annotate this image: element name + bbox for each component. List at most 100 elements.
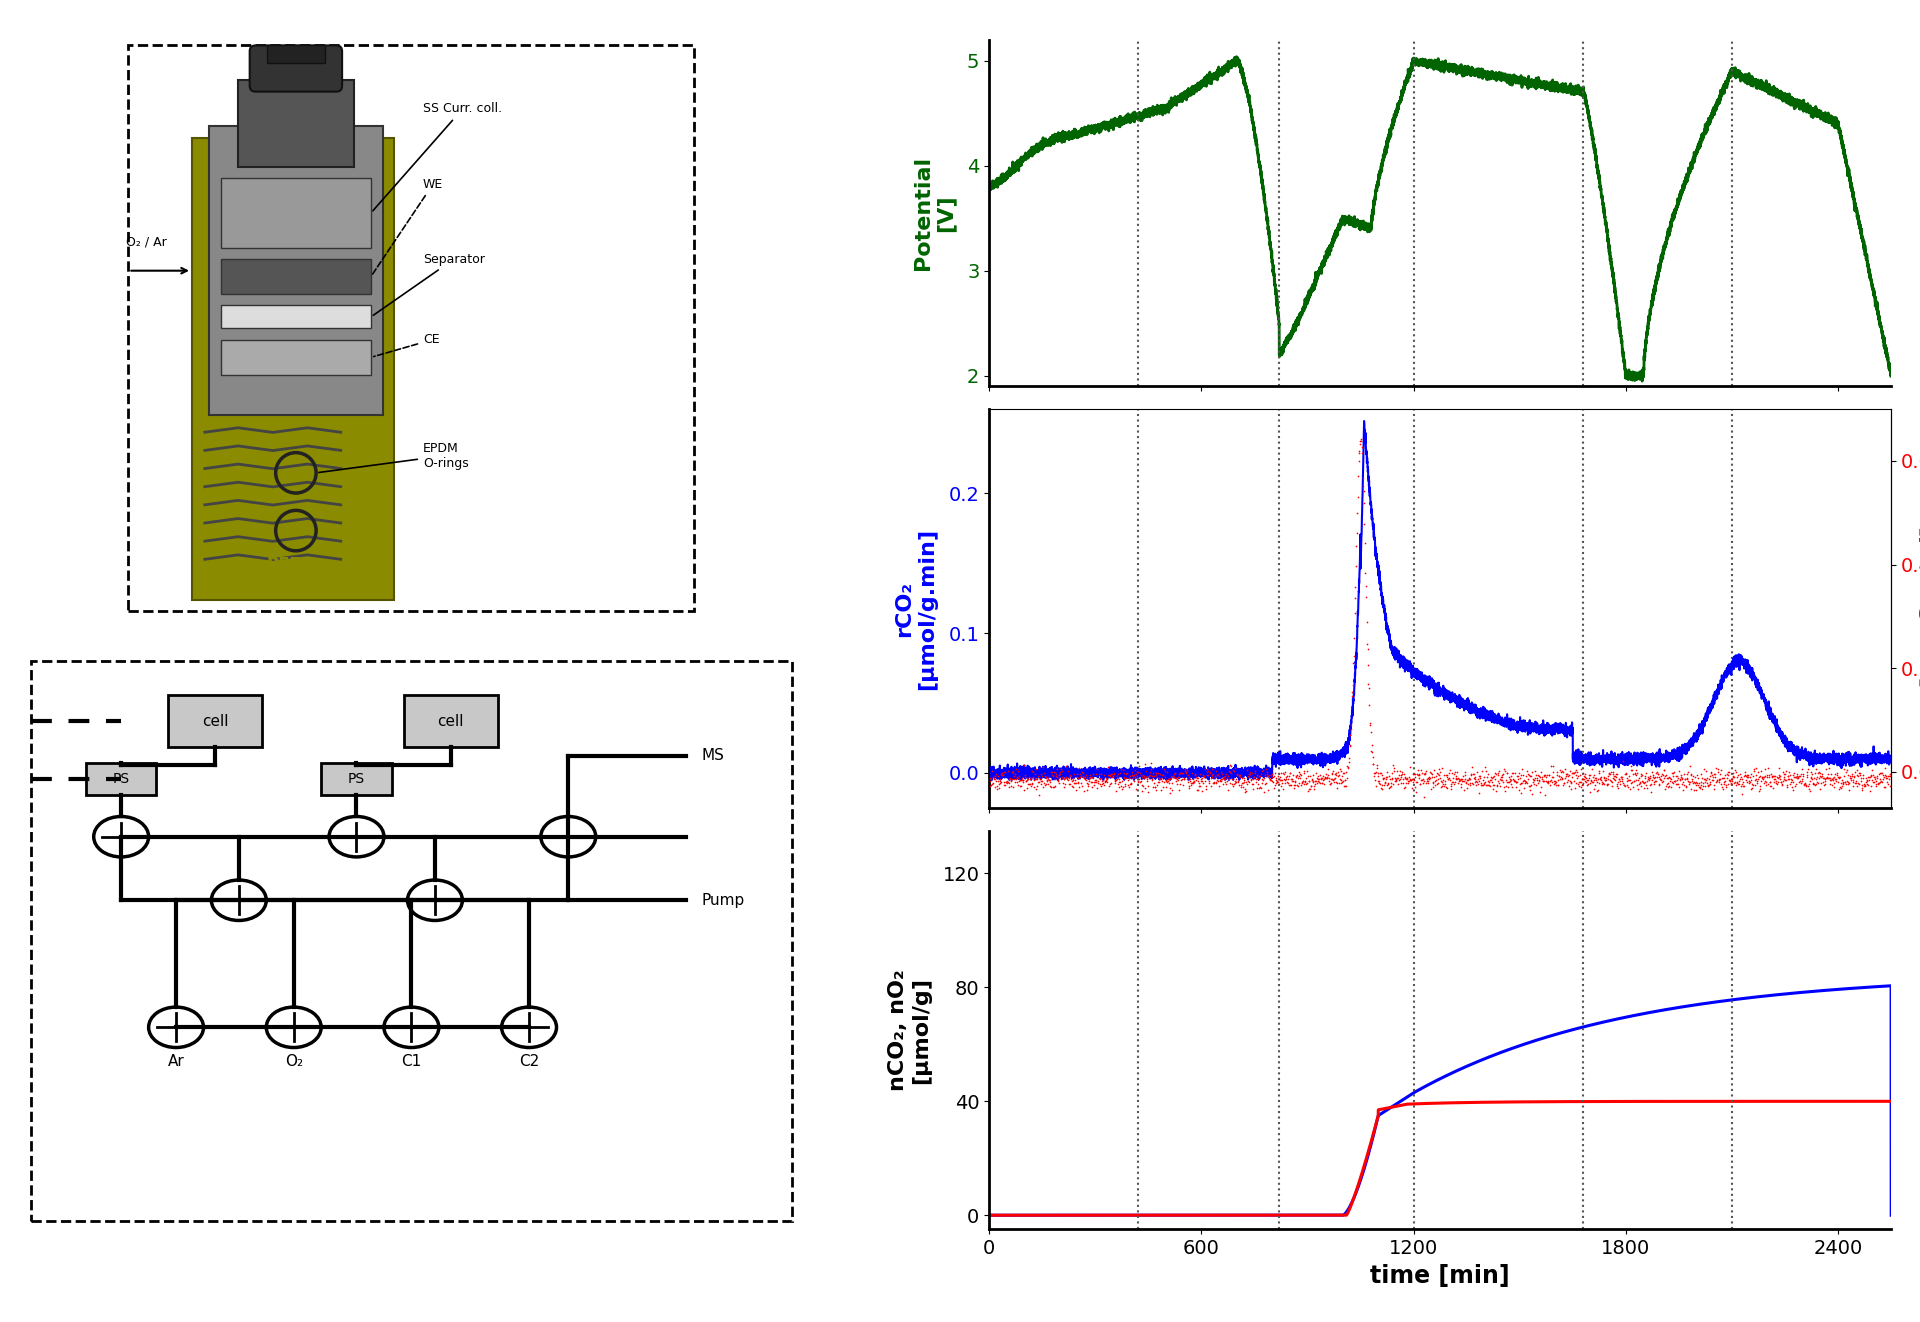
Point xyxy=(1553,769,1584,791)
Point xyxy=(1684,777,1715,798)
Point xyxy=(1503,780,1534,801)
Point xyxy=(1442,761,1473,783)
Point xyxy=(1394,768,1425,789)
Point xyxy=(1212,771,1242,792)
Point xyxy=(1246,760,1277,781)
Point xyxy=(1814,768,1845,789)
Point xyxy=(1377,773,1407,795)
Point xyxy=(1112,761,1142,783)
Point xyxy=(1572,773,1603,795)
Point xyxy=(1789,775,1820,796)
Point xyxy=(1853,775,1884,796)
nCO₂ xyxy=(1023,1207,1046,1223)
nO₂ xyxy=(1511,1093,1534,1109)
Point xyxy=(1261,773,1292,795)
Point xyxy=(1622,763,1653,784)
Point xyxy=(1734,772,1764,793)
Point xyxy=(1183,779,1213,800)
Point xyxy=(1695,763,1726,784)
Circle shape xyxy=(328,817,384,857)
Point xyxy=(1198,763,1229,784)
Point xyxy=(1175,775,1206,796)
Point xyxy=(1071,767,1102,788)
Point xyxy=(1041,765,1071,787)
Point xyxy=(1148,772,1179,793)
Point xyxy=(1023,765,1054,787)
Point xyxy=(1131,765,1162,787)
Point xyxy=(1634,768,1665,789)
Point xyxy=(1536,756,1567,777)
Point xyxy=(1043,769,1073,791)
Point xyxy=(1236,773,1267,795)
Point xyxy=(1862,772,1893,793)
Point xyxy=(1636,767,1667,788)
Point xyxy=(995,776,1025,797)
Point xyxy=(1693,765,1724,787)
Point xyxy=(985,768,1016,789)
Point xyxy=(1091,771,1121,792)
Point xyxy=(1657,761,1688,783)
Point xyxy=(1265,769,1296,791)
Point xyxy=(1824,779,1855,800)
Point xyxy=(1655,769,1686,791)
Point xyxy=(1476,772,1507,793)
Point xyxy=(1596,761,1626,783)
Point xyxy=(1563,761,1594,783)
Point xyxy=(975,771,1006,792)
Point xyxy=(1127,780,1158,801)
Point xyxy=(1058,772,1089,793)
Point xyxy=(1415,761,1446,783)
Point xyxy=(1812,768,1843,789)
Point xyxy=(1599,765,1630,787)
Point xyxy=(1050,773,1081,795)
Point xyxy=(1336,681,1367,702)
Point xyxy=(1611,763,1642,784)
Point xyxy=(1467,775,1498,796)
Point xyxy=(1258,767,1288,788)
Point xyxy=(1008,779,1039,800)
Point xyxy=(1778,765,1809,787)
Point xyxy=(1315,773,1346,795)
Point xyxy=(1377,767,1407,788)
Point xyxy=(1768,764,1799,785)
Point xyxy=(1089,775,1119,796)
Point xyxy=(1288,771,1319,792)
Point xyxy=(1615,779,1645,800)
Point xyxy=(1179,763,1210,784)
Point xyxy=(1217,768,1248,789)
Point xyxy=(1605,767,1636,788)
Point xyxy=(1390,767,1421,788)
Point xyxy=(1069,767,1100,788)
Point xyxy=(1164,767,1194,788)
Point xyxy=(1872,772,1903,793)
Point xyxy=(1190,775,1221,796)
Point xyxy=(1089,769,1119,791)
Point xyxy=(1864,764,1895,785)
Point xyxy=(1052,760,1083,781)
Point xyxy=(1644,773,1674,795)
Point xyxy=(1778,779,1809,800)
Point xyxy=(1127,773,1158,795)
Point xyxy=(1736,777,1766,798)
FancyBboxPatch shape xyxy=(192,137,394,600)
Point xyxy=(1659,765,1690,787)
Text: C2: C2 xyxy=(518,1055,540,1069)
Point xyxy=(1860,768,1891,789)
Point xyxy=(1859,772,1889,793)
Point xyxy=(1807,772,1837,793)
Point xyxy=(1413,772,1444,793)
Point xyxy=(1079,769,1110,791)
Point xyxy=(1446,773,1476,795)
Point xyxy=(1342,502,1373,524)
Point xyxy=(1160,767,1190,788)
Point xyxy=(1832,773,1862,795)
Point xyxy=(1724,768,1755,789)
Point xyxy=(1077,767,1108,788)
Point xyxy=(1676,779,1707,800)
Point xyxy=(1384,765,1415,787)
Point xyxy=(1453,768,1484,789)
Point xyxy=(1670,776,1701,797)
Point xyxy=(1252,765,1283,787)
Point xyxy=(1645,768,1676,789)
Point xyxy=(1125,771,1156,792)
